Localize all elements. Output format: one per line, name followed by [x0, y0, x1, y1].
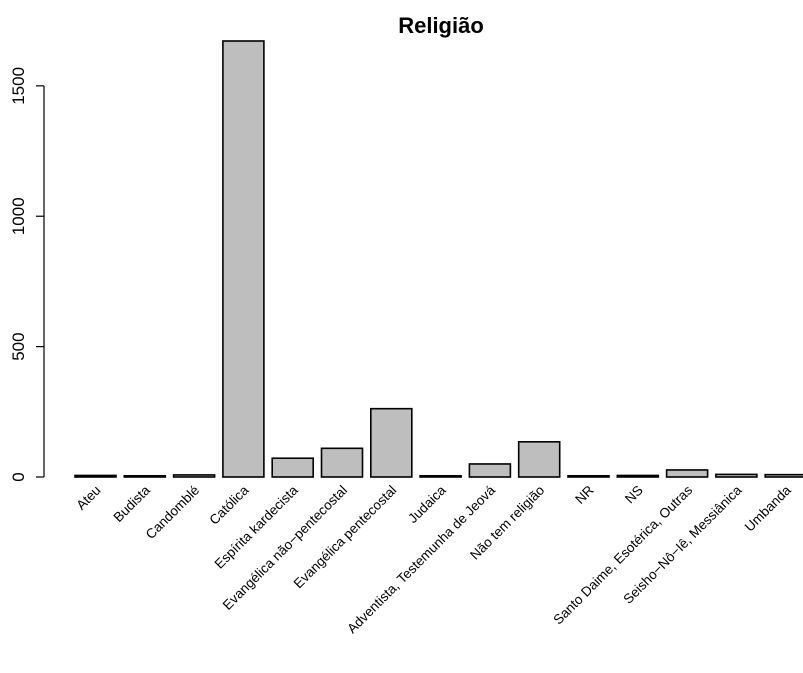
x-tick-label: NS — [622, 483, 646, 507]
bar — [468, 463, 512, 478]
bar — [369, 407, 413, 478]
bar — [616, 474, 660, 478]
bar — [222, 40, 265, 478]
x-tick-label: Judaica — [405, 482, 449, 526]
x-tick-label: Candomblé — [143, 483, 202, 542]
bar — [123, 474, 167, 478]
x-tick-label: Espírita kardecista — [212, 482, 301, 571]
y-tick-label: 500 — [9, 332, 28, 360]
bar — [172, 474, 216, 478]
x-tick-label: Ateu — [73, 483, 103, 513]
x-tick-label: Católica — [206, 482, 251, 527]
bar — [567, 474, 610, 478]
bar — [764, 473, 803, 478]
x-tick-label: Budista — [110, 482, 153, 525]
bars-group — [74, 40, 803, 478]
bar — [419, 474, 462, 478]
bar — [665, 469, 709, 478]
bar — [320, 447, 364, 478]
bar — [74, 474, 117, 478]
y-tick-label: 1500 — [9, 67, 28, 105]
bar — [517, 440, 561, 478]
y-axis: 0 500 1000 1500 — [9, 67, 45, 482]
x-tick-label: NR — [572, 482, 597, 507]
y-tick-label: 0 — [9, 472, 28, 481]
x-tick-label: Evangélica pentecostal — [291, 483, 400, 592]
x-tick-label: Umbanda — [742, 482, 794, 534]
bar — [715, 473, 758, 478]
y-tick-label: 1000 — [9, 197, 28, 235]
chart-title: Religião — [398, 13, 484, 38]
bar — [271, 457, 315, 478]
